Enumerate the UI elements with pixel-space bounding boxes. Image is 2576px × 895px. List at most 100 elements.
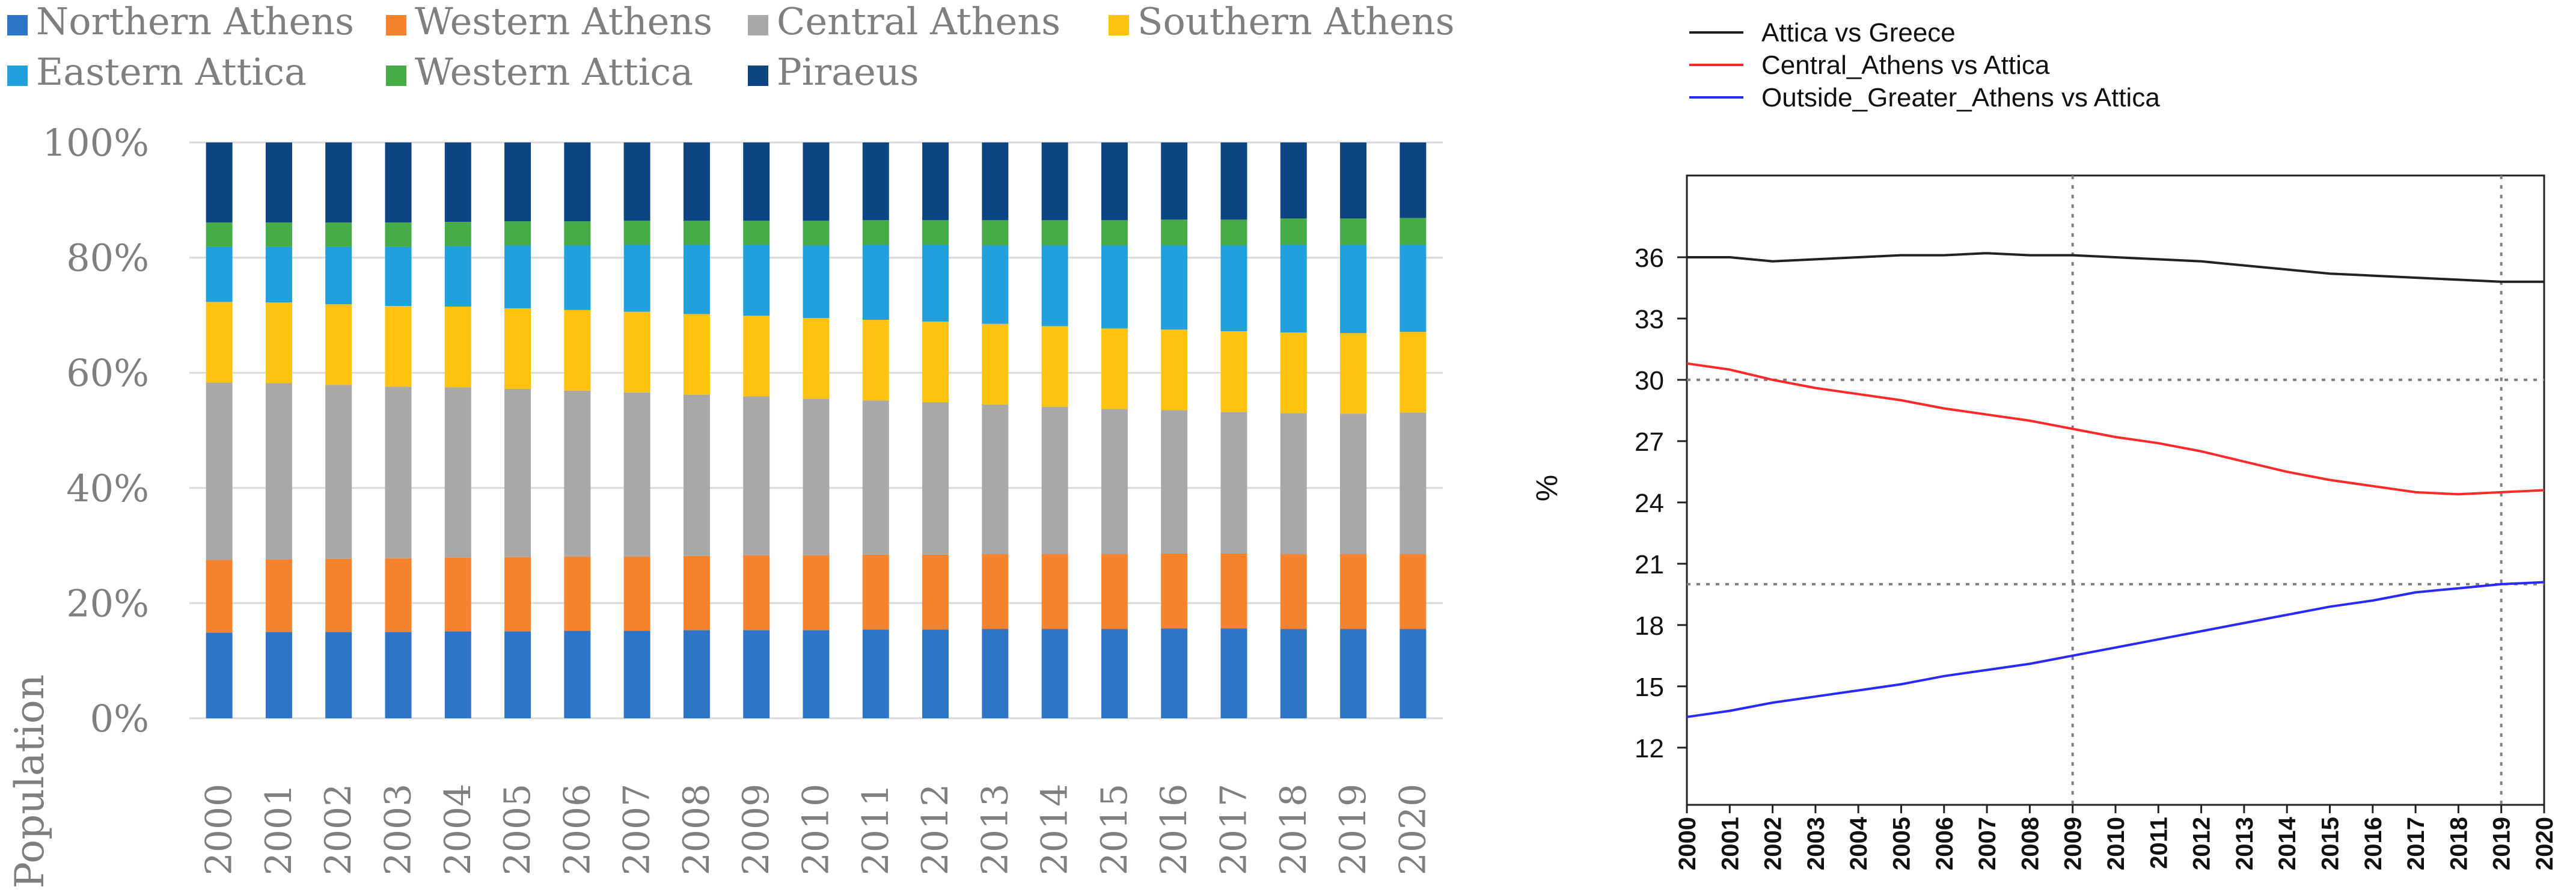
bar-segment-piraeus-2008 — [683, 142, 710, 221]
bar-segment-western-attica-2002 — [325, 222, 352, 247]
bar-segment-western-attica-2017 — [1220, 219, 1247, 246]
x-tick-label: 2013 — [2232, 817, 2258, 870]
legend-swatch-central-athens — [748, 15, 768, 35]
bar-segment-northern-athens-2001 — [265, 632, 292, 718]
x-tick-label: 2019 — [1332, 784, 1374, 876]
bar-segment-western-attica-2012 — [922, 220, 949, 245]
legend-label-piraeus: Piraeus — [777, 50, 919, 94]
bar-segment-western-athens-2013 — [982, 554, 1009, 629]
bar-segment-eastern-attica-2004 — [444, 246, 471, 307]
bar-segment-southern-athens-2006 — [564, 310, 591, 391]
bar-segment-northern-athens-2008 — [683, 630, 710, 718]
bar-segment-central-athens-2014 — [1041, 406, 1068, 554]
series-line-attica-vs-greece — [1687, 252, 2544, 283]
bar-segment-eastern-attica-2008 — [683, 245, 710, 314]
bar-segment-eastern-attica-2005 — [504, 245, 531, 308]
x-tick-label: 2004 — [437, 784, 479, 876]
y-tick-label: 27 — [1635, 427, 1664, 457]
bar-segment-western-athens-2007 — [623, 556, 650, 631]
bar-segment-western-athens-2020 — [1400, 554, 1427, 629]
bar-segment-western-athens-2011 — [862, 554, 889, 630]
bar-segment-western-athens-2015 — [1101, 554, 1128, 629]
bar-segment-southern-athens-2011 — [862, 320, 889, 401]
legend-swatch-northern-athens — [7, 15, 28, 35]
bar-segment-eastern-attica-2003 — [385, 246, 412, 307]
bar-segment-southern-athens-2002 — [325, 304, 352, 385]
y-tick-label: 24 — [1635, 489, 1664, 518]
bar-segment-southern-athens-2015 — [1101, 328, 1128, 409]
bar-segment-western-athens-2005 — [504, 557, 531, 632]
x-tick-label: 2017 — [2403, 817, 2429, 870]
bar-segment-central-athens-2002 — [325, 385, 352, 559]
bar-segment-northern-athens-2018 — [1280, 629, 1307, 718]
bar-segment-western-athens-2016 — [1161, 554, 1188, 629]
bar-segment-eastern-attica-2018 — [1280, 245, 1307, 333]
y-tick-label: 33 — [1635, 305, 1664, 334]
bar-segment-piraeus-2002 — [325, 142, 352, 223]
bar-segment-eastern-attica-2019 — [1340, 245, 1367, 334]
bar-segment-western-attica-2011 — [862, 220, 889, 245]
bar-segment-southern-athens-2016 — [1161, 329, 1188, 411]
legend-label-attica-vs-greece: Attica vs Greece — [1761, 18, 1956, 47]
bar-segment-northern-athens-2009 — [743, 630, 770, 718]
bar-segment-western-athens-2000 — [206, 560, 233, 633]
bar-segment-piraeus-2006 — [564, 142, 591, 222]
bar-segment-eastern-attica-2010 — [803, 245, 830, 319]
x-tick-label: 2001 — [1717, 817, 1743, 870]
stacked-bar-chart: 0% 20% 40% 60% 80% 100% 2000 2001 2002 2003 2004 20… — [7, 0, 1455, 888]
bar-segment-central-athens-2015 — [1101, 409, 1128, 554]
bar-segment-piraeus-2005 — [504, 142, 531, 222]
bar-segment-northern-athens-2012 — [922, 629, 949, 718]
x-tick-label: 2003 — [378, 784, 420, 876]
bar-segment-eastern-attica-2007 — [623, 245, 650, 312]
bar-segment-central-athens-2005 — [504, 389, 531, 557]
x-tick-label: 2003 — [1803, 817, 1829, 870]
plot-frame — [1686, 174, 2545, 806]
legend-label-central-athens: Central Athens — [777, 0, 1060, 43]
legend-label-northern-athens: Northern Athens — [36, 0, 354, 43]
x-tick-label: 2013 — [974, 784, 1016, 876]
bar-segment-piraeus-2007 — [623, 142, 650, 221]
x-tick-label: 2000 — [198, 784, 240, 876]
bar-segment-piraeus-2003 — [385, 142, 412, 223]
x-tick-label: 2015 — [1094, 784, 1136, 876]
y-tick-label: 40% — [66, 466, 149, 510]
x-tick-label: 2014 — [1034, 784, 1076, 876]
bar-segment-southern-athens-2008 — [683, 314, 710, 395]
series-line-central-athens-vs-attica — [1686, 362, 2545, 496]
y-tick-label: 100% — [43, 121, 149, 165]
bar-segment-western-athens-2014 — [1041, 554, 1068, 629]
bar-segment-central-athens-2017 — [1220, 412, 1247, 554]
bar-segment-northern-athens-2002 — [325, 632, 352, 718]
bar-segment-southern-athens-2001 — [265, 302, 292, 383]
bar-segment-piraeus-2020 — [1400, 142, 1427, 218]
bar-segment-central-athens-2010 — [803, 399, 830, 555]
bar-segment-piraeus-2013 — [982, 142, 1009, 221]
bar-segment-western-attica-2018 — [1280, 218, 1307, 245]
bar-segment-western-attica-2004 — [444, 222, 471, 246]
bar-segment-western-attica-2008 — [683, 221, 710, 245]
bar-segment-southern-athens-2020 — [1400, 332, 1427, 413]
legend-label-central-athens-vs-attica: Central_Athens vs Attica — [1761, 50, 2050, 80]
bar-segment-eastern-attica-2000 — [206, 246, 233, 302]
bar-segment-central-athens-2016 — [1161, 410, 1188, 554]
bar-segment-central-athens-2007 — [623, 392, 650, 557]
x-tick-label: 2006 — [1932, 817, 1958, 870]
x-tick-label: 2009 — [2060, 817, 2087, 870]
legend-label-outside-greater-athens-vs-attica: Outside_Greater_Athens vs Attica — [1761, 83, 2160, 112]
bar-segment-northern-athens-2010 — [803, 630, 830, 718]
bar-segment-central-athens-2001 — [265, 383, 292, 560]
bar-segment-piraeus-2010 — [803, 142, 830, 221]
bar-segment-eastern-attica-2016 — [1161, 245, 1188, 330]
bar-segment-central-athens-2008 — [683, 394, 710, 556]
bar-segment-southern-athens-2017 — [1220, 331, 1247, 412]
y-axis-title: % — [1530, 475, 1564, 501]
x-tick-label: 2012 — [914, 784, 956, 876]
y-tick-label: 60% — [66, 351, 149, 395]
bar-segment-western-attica-2010 — [803, 221, 830, 246]
bar-segment-western-athens-2017 — [1220, 554, 1247, 629]
x-tick-label: 2015 — [2317, 817, 2344, 870]
x-tick-label: 2002 — [317, 784, 359, 876]
x-tick-label: 2014 — [2274, 816, 2301, 870]
